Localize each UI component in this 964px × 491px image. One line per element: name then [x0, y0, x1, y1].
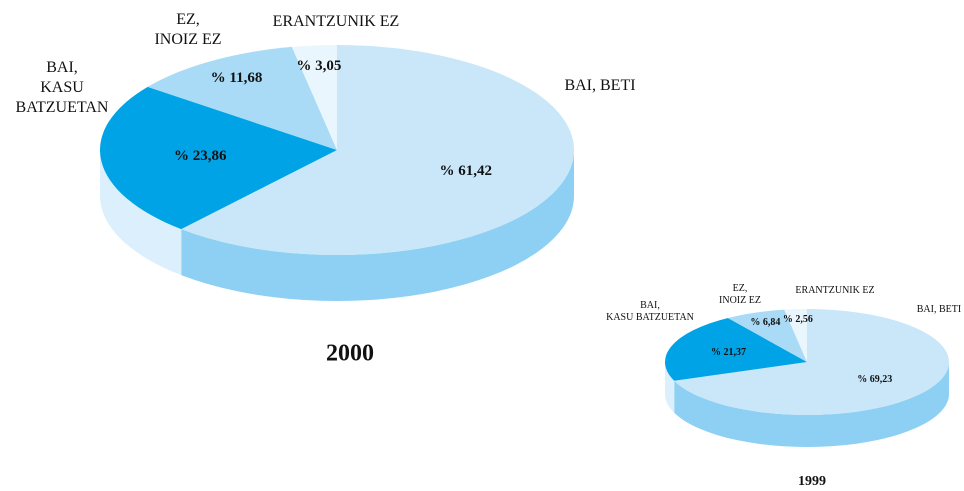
- category-label: EZ, INOIZ EZ: [719, 283, 761, 306]
- category-label: BAI, KASU BATZUETAN: [16, 59, 109, 116]
- pie-slice: [664, 317, 807, 381]
- category-label: EZ, INOIZ EZ: [154, 11, 221, 48]
- pie-slice: [727, 309, 807, 362]
- chart-title: 1999: [798, 474, 826, 489]
- value-label: % 61,42: [439, 163, 492, 179]
- category-label: ERANTZUNIK EZ: [795, 285, 874, 296]
- pie-slice: [147, 46, 337, 150]
- category-label: BAI, BETI: [917, 304, 961, 315]
- value-label: % 69,23: [857, 374, 892, 385]
- pie-side: [100, 150, 182, 276]
- category-label: ERANTZUNIK EZ: [273, 13, 400, 30]
- pie-slice: [181, 45, 574, 255]
- value-label: % 6,84: [750, 317, 780, 328]
- pie-side: [674, 362, 949, 447]
- pie-side: [181, 150, 574, 302]
- pie-slice: [784, 309, 807, 362]
- value-label: % 21,37: [711, 347, 746, 358]
- category-label: BAI, BETI: [564, 77, 635, 94]
- pie-slice: [674, 309, 949, 415]
- pie-slice: [99, 86, 337, 230]
- value-label: % 11,68: [211, 70, 263, 86]
- value-label: % 3,05: [296, 58, 341, 74]
- category-label: BAI, KASU BATZUETAN: [606, 300, 694, 323]
- pie-slice: [291, 45, 337, 150]
- chart-title: 2000: [326, 341, 374, 367]
- pie-side: [665, 362, 675, 413]
- value-label: % 23,86: [174, 148, 227, 164]
- value-label: % 2,56: [783, 314, 813, 325]
